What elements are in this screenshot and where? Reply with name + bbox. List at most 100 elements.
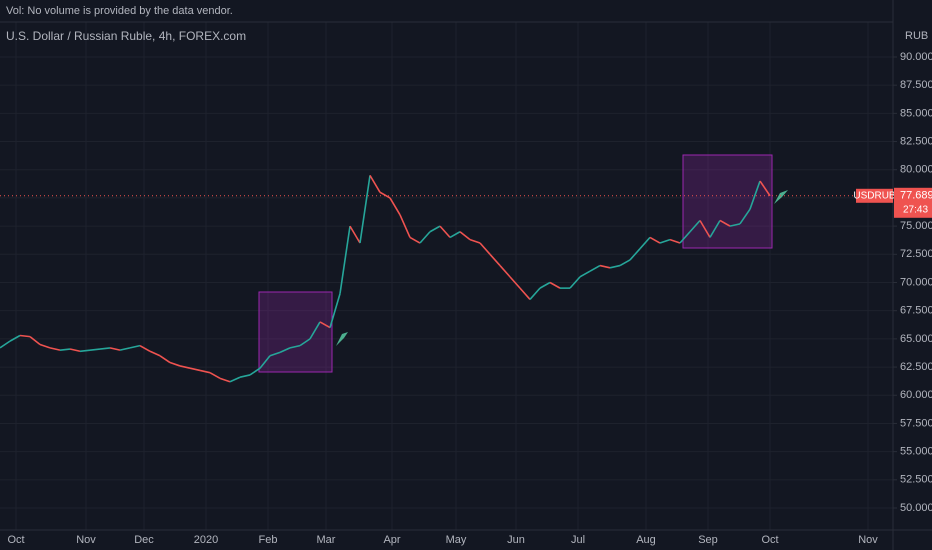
price-segment: [529, 287, 541, 300]
price-segment: [139, 344, 151, 352]
price-segment: [669, 238, 681, 244]
price-segment: [419, 231, 431, 244]
price-segment: [79, 349, 91, 353]
price-segment: [229, 376, 241, 383]
price-segment: [289, 344, 301, 349]
price-segment: [399, 214, 411, 238]
x-tick-label: Dec: [134, 534, 154, 546]
price-segment: [409, 236, 421, 244]
y-tick-label: 82.500: [900, 135, 932, 147]
price-segment: [149, 350, 161, 357]
price-plot: [0, 174, 893, 383]
price-segment: [649, 236, 661, 244]
price-segment: [489, 253, 501, 267]
price-segment: [169, 361, 181, 367]
x-tick-label: Aug: [636, 534, 656, 546]
price-segment: [709, 220, 721, 238]
y-tick-label: 80.000: [900, 164, 932, 176]
price-segment: [719, 219, 731, 227]
price-segment: [739, 208, 751, 225]
x-tick-label: Nov: [76, 534, 96, 546]
price-segment: [329, 293, 341, 328]
price-segment: [579, 270, 591, 278]
y-tick-label: 57.500: [900, 417, 932, 429]
price-segment: [259, 355, 271, 369]
price-segment: [439, 225, 451, 238]
price-segment: [639, 236, 651, 250]
grid: [0, 22, 893, 530]
price-segment: [349, 225, 361, 244]
price-segment: [469, 238, 481, 244]
price-segment: [379, 191, 391, 199]
price-segment: [99, 347, 111, 350]
symbol-label: USDRUB: [853, 190, 896, 201]
price-segment: [429, 225, 441, 233]
price-segment: [519, 287, 531, 300]
price-segment: [609, 264, 621, 269]
y-tick-label: 62.500: [900, 361, 932, 373]
y-tick-label: 72.500: [900, 248, 932, 260]
price-segment: [389, 197, 401, 216]
price-segment: [569, 276, 581, 289]
price-segment: [619, 259, 631, 267]
y-tick-label: 50.000: [900, 502, 932, 514]
chart-title: U.S. Dollar / Russian Ruble, 4h, FOREX.c…: [6, 29, 246, 43]
y-tick-label: 67.500: [900, 305, 932, 317]
x-tick-label: Apr: [383, 534, 400, 546]
price-segment: [449, 231, 461, 239]
x-tick-label: Nov: [858, 534, 878, 546]
price-segment: [679, 231, 691, 244]
arrow-icon: [336, 332, 348, 346]
price-segment: [359, 175, 371, 244]
price-segment: [629, 248, 641, 261]
price-segment: [759, 180, 771, 197]
price-segment: [459, 231, 471, 241]
vol-note: Vol: No volume is provided by the data v…: [6, 5, 233, 17]
y-tick-label: 75.000: [900, 220, 932, 232]
price-segment: [119, 347, 131, 351]
price-segment: [219, 377, 231, 383]
price-segment: [729, 223, 741, 227]
price-segment: [199, 369, 211, 374]
price-segment: [49, 347, 61, 351]
price-segment: [549, 281, 561, 289]
price-segment: [599, 264, 611, 269]
price-segment: [279, 347, 291, 354]
y-tick-label: 87.500: [900, 79, 932, 91]
price-segment: [659, 238, 671, 244]
y-tick-label: 65.000: [900, 333, 932, 345]
countdown-label: 27:43: [903, 204, 928, 215]
x-tick-label: Feb: [259, 534, 278, 546]
price-segment: [189, 367, 201, 372]
price-segment: [319, 321, 331, 329]
x-tick-label: 2020: [194, 534, 218, 546]
currency-label: RUB: [905, 30, 928, 42]
x-tick-label: Oct: [7, 534, 24, 546]
price-segment: [299, 338, 311, 347]
price-segment: [69, 348, 81, 353]
price-segment: [39, 343, 51, 349]
price-segment: [59, 348, 71, 351]
price-segment: [0, 340, 11, 349]
x-tick-label: May: [446, 534, 467, 546]
price-segment: [499, 265, 511, 278]
price-segment: [539, 281, 551, 289]
x-tick-label: Jun: [507, 534, 525, 546]
price-segment: [209, 372, 221, 380]
y-tick-label: 55.000: [900, 446, 932, 458]
price-segment: [249, 367, 261, 376]
price-segment: [749, 180, 761, 210]
price-segment: [179, 365, 191, 369]
symbol-badge: [856, 188, 893, 203]
price-segment: [89, 348, 101, 351]
last-price-badge: [894, 187, 932, 218]
price-segment: [309, 321, 321, 340]
price-segment: [509, 276, 521, 289]
price-segment: [339, 225, 351, 294]
axes: 50.000 52.500 55.000 57.500 60.000 62.500 65.0…: [7, 51, 932, 546]
price-segment: [129, 344, 141, 349]
price-segment: [689, 219, 701, 233]
x-tick-label: Oct: [761, 534, 778, 546]
